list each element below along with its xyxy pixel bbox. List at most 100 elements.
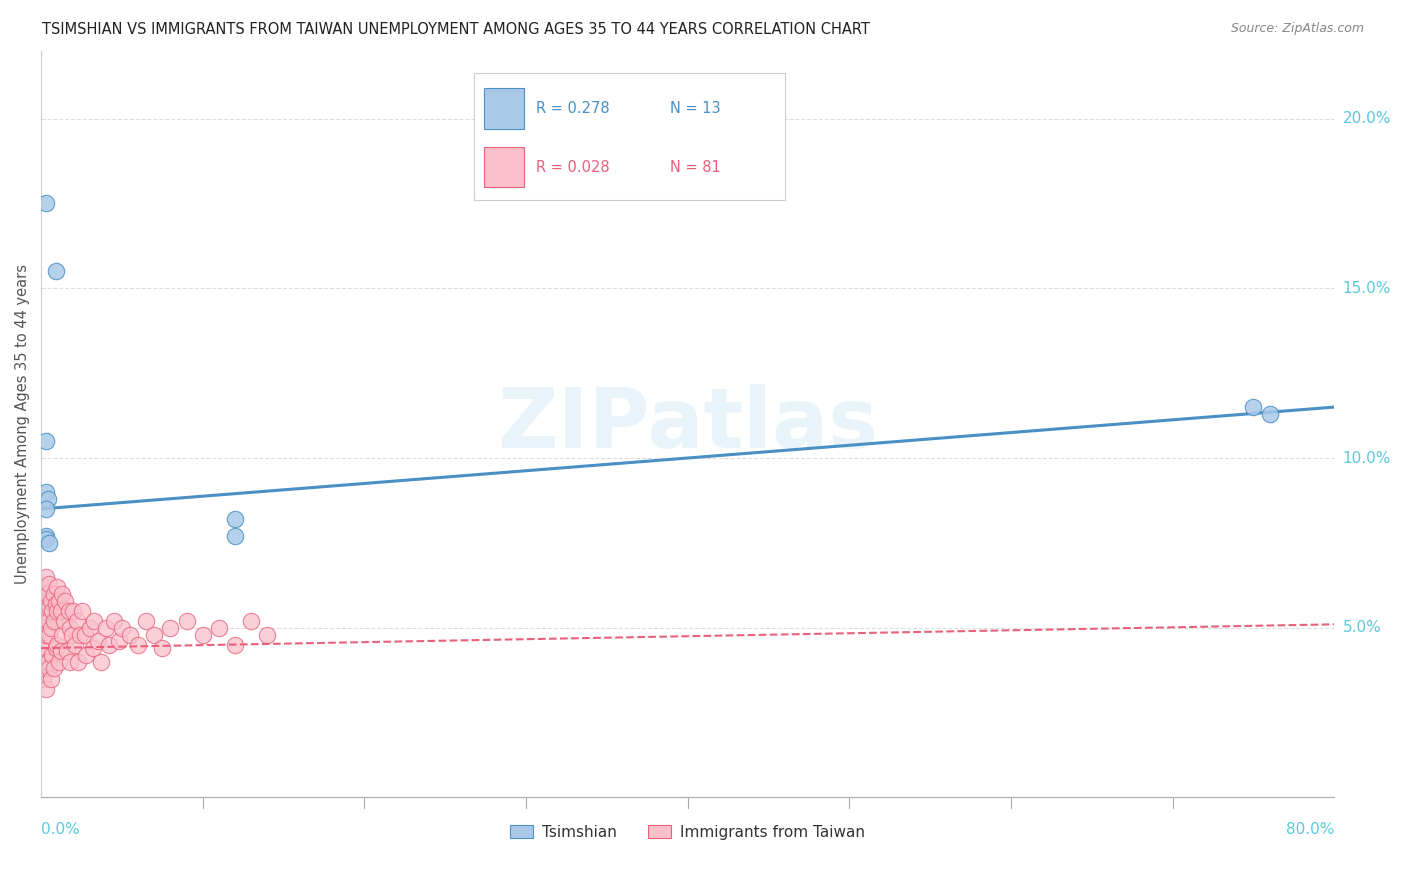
Text: 0.0%: 0.0% xyxy=(41,822,80,838)
Point xyxy=(82,641,104,656)
Point xyxy=(31,614,53,628)
Point xyxy=(38,627,60,641)
Point xyxy=(35,485,58,500)
Point xyxy=(63,638,86,652)
Point xyxy=(42,661,65,675)
Text: Source: ZipAtlas.com: Source: ZipAtlas.com xyxy=(1230,22,1364,36)
Point xyxy=(39,621,62,635)
Point xyxy=(98,638,121,652)
Text: 20.0%: 20.0% xyxy=(1343,112,1391,126)
Point xyxy=(51,627,73,641)
Point xyxy=(70,604,93,618)
Point xyxy=(159,621,181,635)
Point xyxy=(103,614,125,628)
Point xyxy=(35,627,58,641)
Point xyxy=(208,621,231,635)
Point xyxy=(35,533,58,547)
Point xyxy=(53,593,76,607)
Point xyxy=(111,621,134,635)
Point xyxy=(39,672,62,686)
Point xyxy=(48,593,70,607)
Point xyxy=(60,627,83,641)
Point xyxy=(35,434,58,448)
Point xyxy=(39,593,62,607)
Point xyxy=(67,655,90,669)
Point xyxy=(31,593,53,607)
Point xyxy=(66,614,89,628)
Point xyxy=(83,614,105,628)
Point xyxy=(107,634,129,648)
Point xyxy=(42,614,65,628)
Legend: Tsimshian, Immigrants from Taiwan: Tsimshian, Immigrants from Taiwan xyxy=(505,819,872,846)
Point xyxy=(51,587,73,601)
Point xyxy=(176,614,198,628)
Text: 15.0%: 15.0% xyxy=(1343,281,1391,296)
Point xyxy=(127,638,149,652)
Point xyxy=(94,621,117,635)
Point xyxy=(38,600,60,615)
Text: TSIMSHIAN VS IMMIGRANTS FROM TAIWAN UNEMPLOYMENT AMONG AGES 35 TO 44 YEARS CORRE: TSIMSHIAN VS IMMIGRANTS FROM TAIWAN UNEM… xyxy=(42,22,870,37)
Point xyxy=(37,614,59,628)
Point xyxy=(35,502,58,516)
Point xyxy=(35,593,58,607)
Point xyxy=(38,536,60,550)
Point xyxy=(34,641,56,656)
Point xyxy=(35,529,58,543)
Point xyxy=(35,196,58,211)
Point xyxy=(31,672,53,686)
Point xyxy=(58,604,80,618)
Point xyxy=(75,648,97,662)
Y-axis label: Unemployment Among Ages 35 to 44 years: Unemployment Among Ages 35 to 44 years xyxy=(15,264,30,584)
Point xyxy=(37,655,59,669)
Point xyxy=(135,614,157,628)
Point xyxy=(52,614,75,628)
Point xyxy=(41,648,63,662)
Point xyxy=(45,597,67,611)
Point xyxy=(41,604,63,618)
Point xyxy=(49,604,72,618)
Point xyxy=(59,621,82,635)
Point xyxy=(240,614,263,628)
Point xyxy=(48,655,70,669)
Point xyxy=(49,644,72,658)
Point xyxy=(46,604,69,618)
Point xyxy=(35,610,58,624)
Point xyxy=(34,580,56,594)
Point xyxy=(224,529,246,543)
Point xyxy=(143,627,166,641)
Point xyxy=(1258,407,1281,421)
Point xyxy=(90,655,112,669)
Point xyxy=(118,627,141,641)
Point xyxy=(79,621,101,635)
Point xyxy=(37,587,59,601)
Text: ZIPatlas: ZIPatlas xyxy=(498,384,879,465)
Point xyxy=(30,638,52,652)
Point xyxy=(37,491,59,506)
Point xyxy=(35,681,58,696)
Point xyxy=(34,604,56,618)
Point xyxy=(45,264,67,278)
Point xyxy=(38,661,60,675)
Point xyxy=(38,576,60,591)
Point xyxy=(34,661,56,675)
Point xyxy=(191,627,214,641)
Text: 5.0%: 5.0% xyxy=(1343,620,1381,635)
Point xyxy=(62,604,84,618)
Point xyxy=(86,634,108,648)
Point xyxy=(224,638,246,652)
Point xyxy=(150,641,173,656)
Point xyxy=(224,512,246,526)
Point xyxy=(256,627,278,641)
Point xyxy=(69,627,91,641)
Point xyxy=(31,648,53,662)
Text: 80.0%: 80.0% xyxy=(1286,822,1334,838)
Point xyxy=(56,644,79,658)
Point xyxy=(35,655,58,669)
Point xyxy=(46,638,69,652)
Point xyxy=(45,641,67,656)
Point xyxy=(73,627,96,641)
Text: 10.0%: 10.0% xyxy=(1343,450,1391,466)
Point xyxy=(31,627,53,641)
Point xyxy=(1243,400,1265,414)
Point xyxy=(35,570,58,584)
